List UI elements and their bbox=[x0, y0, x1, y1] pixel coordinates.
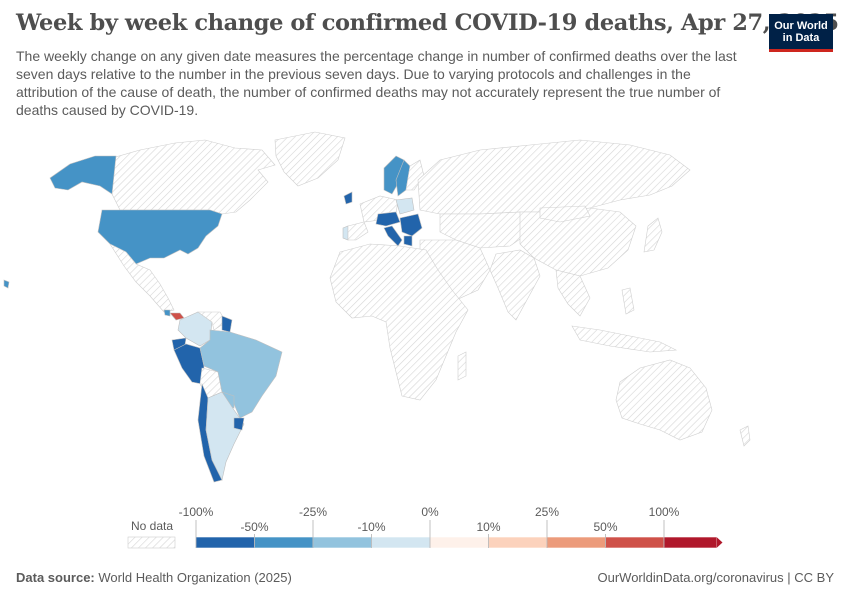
legend-tick-5: 10% bbox=[476, 520, 500, 534]
legend-tick-3: -10% bbox=[357, 520, 385, 534]
footer-source-label: Data source: bbox=[16, 570, 95, 585]
country-costa-rica[interactable] bbox=[163, 309, 171, 317]
legend-tick-2: -25% bbox=[299, 505, 327, 519]
world-map bbox=[3, 131, 751, 483]
legend-bin-1[interactable] bbox=[254, 536, 314, 549]
country-russia[interactable] bbox=[417, 139, 691, 215]
footer-source-name[interactable]: World Health Organization (2025) bbox=[98, 570, 292, 585]
country-greece[interactable] bbox=[403, 235, 413, 247]
owid-logo[interactable]: Our World in Data bbox=[769, 14, 833, 52]
legend: No data -100% -50% -25% -10% 0% 10% 25% 50% 100% bbox=[127, 505, 723, 549]
legend-bin-7[interactable] bbox=[605, 536, 665, 549]
country-philippines[interactable] bbox=[621, 287, 635, 315]
legend-no-data-swatch bbox=[127, 536, 176, 549]
country-united-states[interactable] bbox=[97, 209, 223, 265]
country-italy[interactable] bbox=[383, 225, 403, 247]
country-alaska[interactable] bbox=[49, 155, 117, 195]
legend-bin-4[interactable] bbox=[429, 536, 489, 549]
country-venezuela[interactable] bbox=[197, 311, 227, 331]
legend-bin-0[interactable] bbox=[195, 536, 255, 549]
country-uruguay[interactable] bbox=[233, 417, 245, 431]
chart-subtitle: The weekly change on any given date meas… bbox=[16, 48, 737, 118]
country-mexico[interactable] bbox=[109, 243, 175, 313]
logo-line-1: Our World bbox=[774, 20, 828, 32]
legend-tick-4: 0% bbox=[421, 505, 439, 519]
legend-bin-5[interactable] bbox=[488, 536, 548, 549]
logo-line-2: in Data bbox=[782, 32, 820, 44]
legend-tick-6: 25% bbox=[535, 505, 559, 519]
country-southeast-asia[interactable] bbox=[555, 269, 591, 317]
legend-tick-1: -50% bbox=[240, 520, 268, 534]
country-central-europe[interactable] bbox=[375, 211, 401, 227]
country-peru[interactable] bbox=[173, 343, 205, 385]
country-africa[interactable] bbox=[329, 243, 469, 401]
legend-tick-0: -100% bbox=[179, 505, 214, 519]
legend-tick-7: 50% bbox=[593, 520, 617, 534]
country-balkans[interactable] bbox=[399, 213, 423, 237]
legend-arrow bbox=[716, 537, 723, 548]
country-japan[interactable] bbox=[643, 217, 663, 253]
country-greenland[interactable] bbox=[274, 131, 346, 187]
country-mongolia[interactable] bbox=[539, 205, 591, 223]
legend-no-data-label: No data bbox=[131, 519, 173, 533]
legend-bin-8[interactable] bbox=[663, 536, 717, 549]
country-canada[interactable] bbox=[111, 139, 276, 215]
country-australia[interactable] bbox=[615, 359, 713, 441]
footer-url[interactable]: OurWorldinData.org/coronavirus | CC BY bbox=[597, 570, 834, 585]
chart-title: Week by week change of confirmed COVID-1… bbox=[16, 10, 839, 36]
country-guyana[interactable] bbox=[221, 315, 233, 333]
country-spain[interactable] bbox=[347, 221, 369, 241]
country-indonesia[interactable] bbox=[571, 325, 678, 353]
legend-tick-8: 100% bbox=[649, 505, 680, 519]
country-hawaii[interactable] bbox=[3, 279, 10, 289]
country-central-asia[interactable] bbox=[439, 211, 531, 249]
legend-bin-2[interactable] bbox=[312, 536, 372, 549]
country-ireland-uk[interactable] bbox=[343, 191, 353, 205]
country-new-zealand[interactable] bbox=[739, 425, 751, 447]
country-madagascar[interactable] bbox=[457, 351, 467, 381]
country-argentina[interactable] bbox=[205, 391, 245, 481]
footer-source: Data source: World Health Organization (… bbox=[16, 570, 292, 585]
legend-bin-6[interactable] bbox=[546, 536, 606, 549]
legend-bin-3[interactable] bbox=[371, 536, 431, 549]
country-india[interactable] bbox=[489, 249, 541, 321]
country-poland[interactable] bbox=[395, 197, 415, 215]
country-portugal[interactable] bbox=[342, 225, 349, 241]
